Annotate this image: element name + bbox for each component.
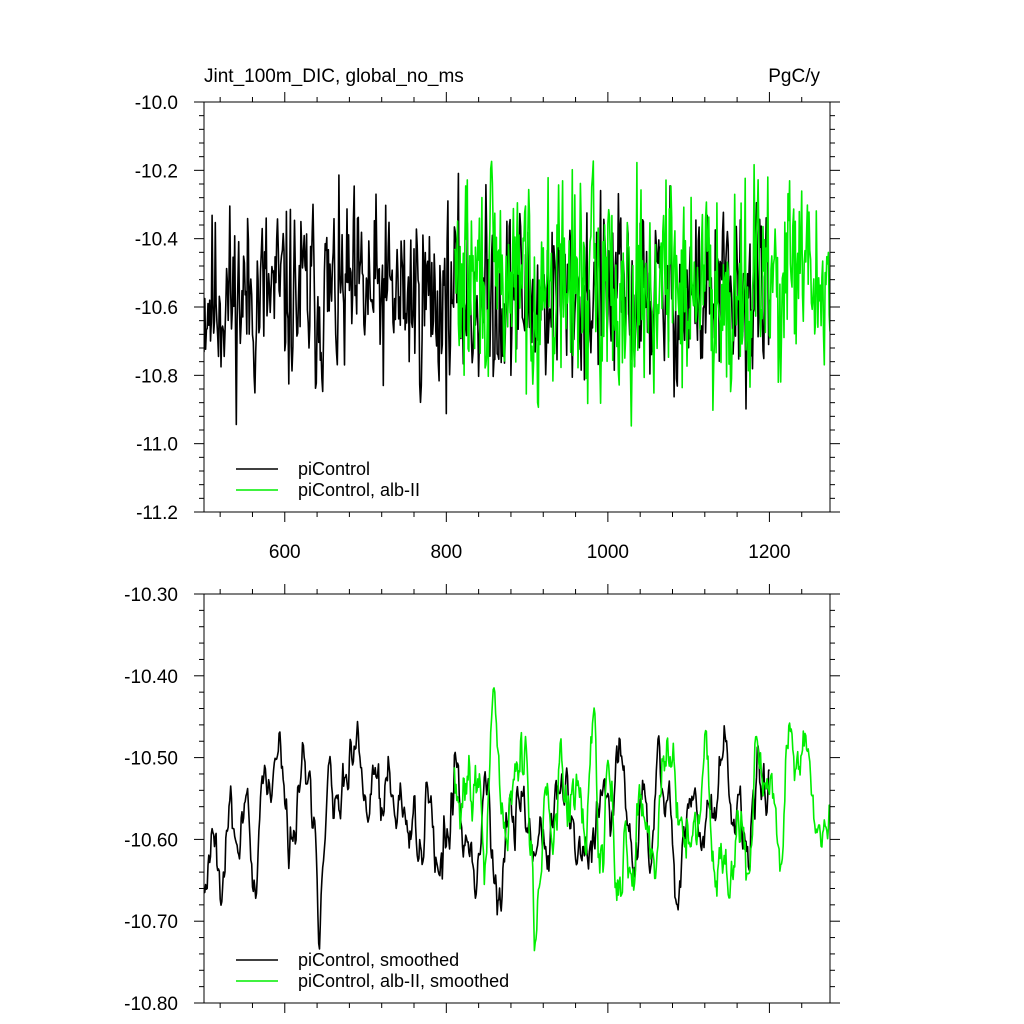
- legend-label: piControl: [298, 459, 370, 479]
- x-tick-label: 1200: [748, 542, 790, 563]
- y-tick-label: -10.50: [124, 749, 178, 770]
- series-group: [204, 160, 830, 427]
- series-group: [204, 687, 830, 952]
- top-chart-panel: -10.0 -10.2 -10.4 -10.6 -10.8 -11.0 -11.2 600 80…: [135, 92, 840, 563]
- legend-label: piControl, alb-II: [298, 480, 420, 500]
- x-tick-label: 600: [269, 542, 301, 563]
- y-tick-label: -10.40: [124, 667, 178, 688]
- y-tick-label: -10.0: [135, 93, 178, 114]
- y-tick-label: -11.0: [136, 435, 178, 456]
- y-tick-label: -10.4: [135, 230, 179, 251]
- legend-label: piControl, alb-II, smoothed: [298, 971, 509, 991]
- series-line-2: [453, 687, 830, 952]
- y-tick-label: -10.8: [135, 366, 178, 387]
- y-tick-label: -10.70: [124, 912, 178, 933]
- figure-title-left: Jint_100m_DIC, global_no_ms: [204, 66, 464, 87]
- legend-label: piControl, smoothed: [298, 950, 459, 970]
- series-line-2: [453, 160, 830, 427]
- y-tick-label: -10.80: [124, 994, 178, 1015]
- x-tick-label: 800: [430, 542, 462, 563]
- series-line-1: [204, 720, 771, 950]
- plot-frame: [203, 593, 831, 1004]
- figure-title-right: PgC/y: [768, 66, 820, 87]
- y-tick-label: -11.2: [136, 503, 178, 524]
- y-tick-label: -10.2: [135, 161, 178, 182]
- y-tick-label: -10.30: [124, 585, 178, 606]
- y-tick-label: -10.6: [135, 298, 178, 319]
- bottom-chart-panel: -10.30 -10.40 -10.50 -10.60 -10.70 -10.80 piCo…: [124, 584, 840, 1015]
- x-tick-label: 1000: [587, 542, 629, 563]
- series-line-1: [204, 172, 771, 426]
- y-tick-label: -10.60: [124, 830, 178, 851]
